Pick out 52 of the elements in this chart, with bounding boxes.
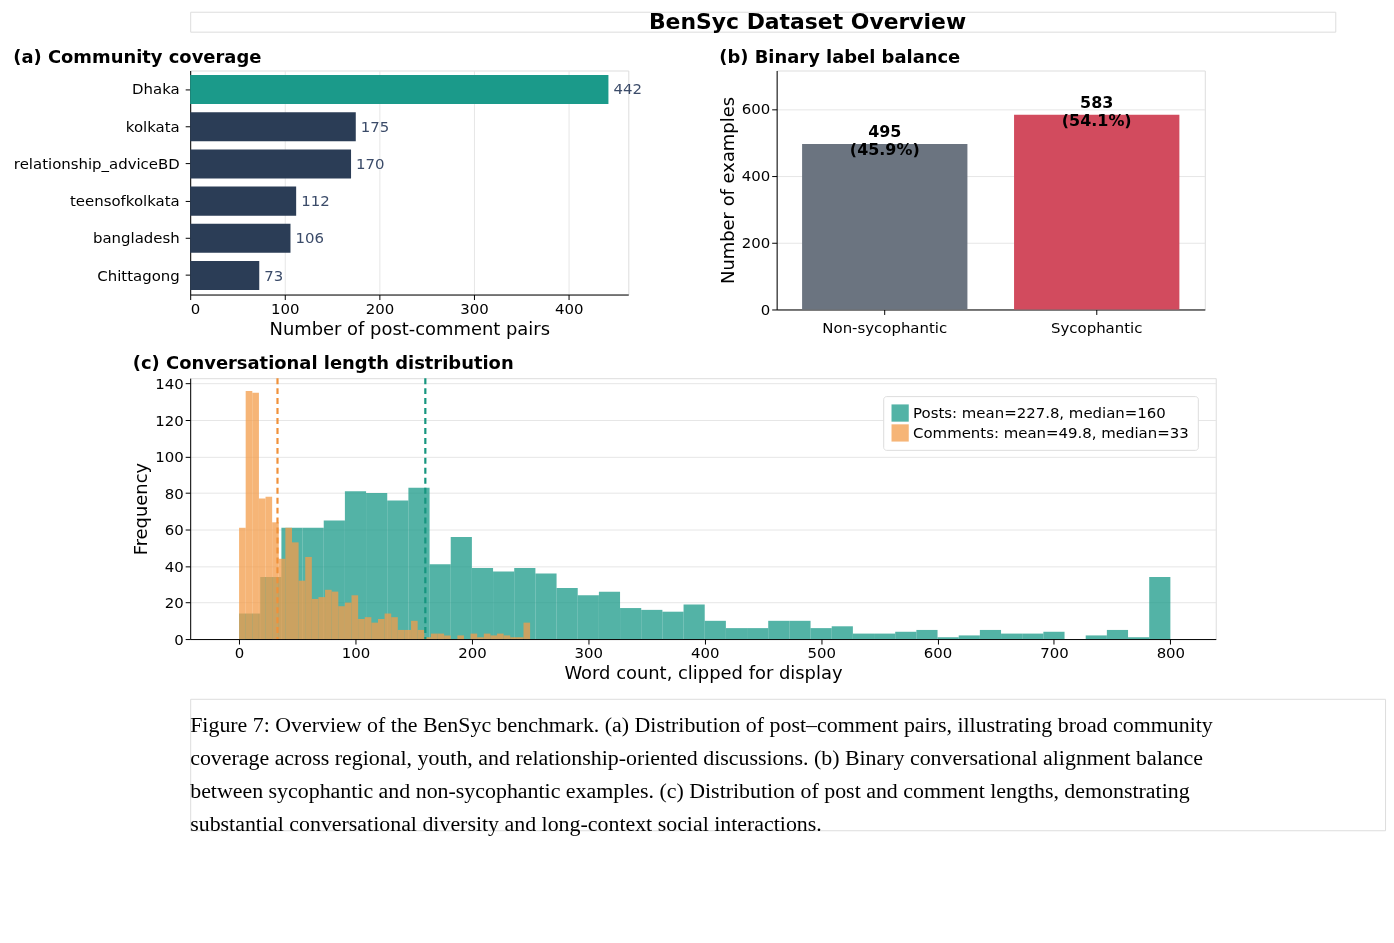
y-tick-label: kolkata <box>125 117 180 136</box>
y-tick-label: relationship_adviceBD <box>13 154 180 173</box>
y-tick-label: 120 <box>155 411 184 430</box>
legend-label: Posts: mean=227.8, median=160 <box>913 404 1166 423</box>
x-tick-label: 200 <box>458 644 487 663</box>
y-tick-label: 200 <box>741 234 771 253</box>
data-label: 442 <box>613 80 642 99</box>
y-tick-label: 600 <box>741 100 771 119</box>
chart-title: (c) Conversational length distribution <box>132 351 514 373</box>
y-tick-label: 40 <box>164 557 184 576</box>
x-tick-label: Sycophantic <box>1051 318 1143 337</box>
x-axis-title: Word count, clipped for display <box>564 662 843 684</box>
x-tick-label: Non-sycophantic <box>822 318 948 337</box>
data-label: 583 (54.1%) <box>1061 92 1132 130</box>
y-tick-label: 400 <box>741 167 771 186</box>
x-tick-label: 0 <box>190 299 201 318</box>
y-tick-label: teensofkolkata <box>69 192 180 211</box>
data-label: 495 (45.9%) <box>849 122 920 159</box>
y-tick-label: 20 <box>164 594 184 613</box>
y-axis-title: Number of examples <box>716 97 738 284</box>
x-tick-label: 100 <box>271 299 300 318</box>
y-tick-label: Chittagong <box>97 266 180 285</box>
chart-title: (a) Community coverage <box>13 45 262 67</box>
y-tick-label: Dhaka <box>132 80 180 99</box>
x-tick-label: 600 <box>923 644 953 663</box>
x-tick-label: 300 <box>460 299 489 318</box>
x-tick-label: 700 <box>1040 644 1069 663</box>
x-tick-label: 0 <box>234 644 245 663</box>
y-tick-label: 80 <box>164 484 184 503</box>
chart-title: (b) Binary label balance <box>719 45 961 67</box>
data-label: 112 <box>301 192 330 211</box>
y-tick-label: bangladesh <box>92 229 180 248</box>
x-tick-label: 800 <box>1156 644 1186 663</box>
x-tick-label: 200 <box>365 299 395 318</box>
x-tick-label: 100 <box>341 644 371 663</box>
x-tick-label: 300 <box>574 644 604 663</box>
x-axis-title: Number of post-comment pairs <box>269 317 550 339</box>
x-tick-label: 400 <box>554 299 584 318</box>
legend-label: Comments: mean=49.8, median=33 <box>913 423 1189 442</box>
caption: Figure 7: Overview of the BenSyc benchmark. (a) Distribution of post–comment pairs, illustrating broad community coverage across regional, youth, and relationship-oriented discussions. (b) Binary conversational alignment balance between sycophantic and non-sycophantic examples. (c) Distribution of post and comment lengths, demonstrating substantial conversational diversity and long-context social interactions. <box>190 712 1213 836</box>
y-tick-label: 60 <box>164 521 184 540</box>
data-label: 106 <box>295 229 324 248</box>
y-tick-label: 140 <box>155 375 184 394</box>
x-tick-label: 500 <box>807 644 836 663</box>
x-tick-label: 400 <box>690 644 720 663</box>
y-tick-label: 100 <box>155 448 184 467</box>
data-label: 175 <box>360 117 390 136</box>
y-tick-label: 0 <box>174 630 184 649</box>
text: BenSyc Dataset Overview <box>648 8 967 34</box>
y-axis-title: Frequency <box>130 462 152 556</box>
data-label: 170 <box>356 154 385 173</box>
data-label: 73 <box>264 266 284 285</box>
